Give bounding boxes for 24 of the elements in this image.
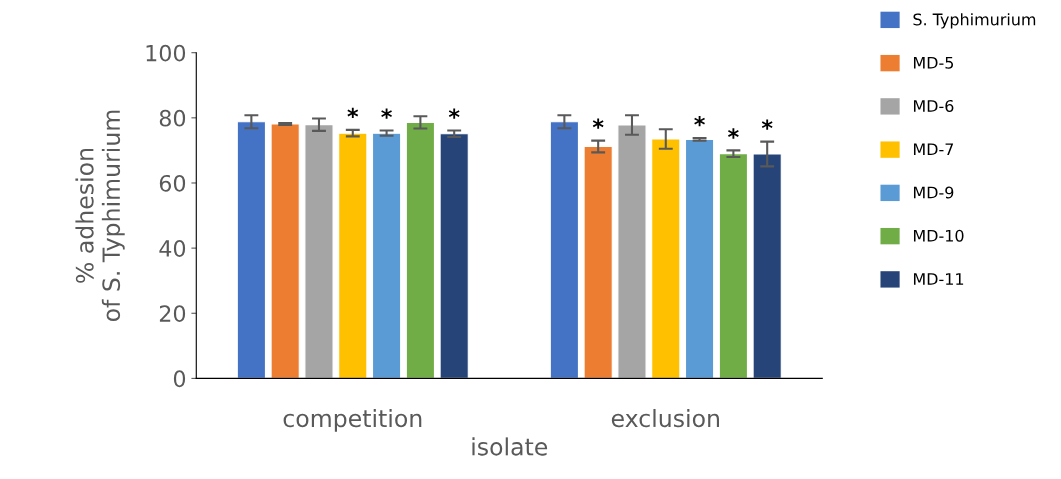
data-label: * xyxy=(448,108,460,119)
y-axis-title: % adhesion of S. Typhimurium xyxy=(75,110,125,322)
legend-label: MD-6 xyxy=(913,99,954,112)
y-tick-label: 60 xyxy=(159,174,186,192)
data-label: * xyxy=(728,128,739,139)
x-tick-label: competition xyxy=(283,408,422,432)
data-label: * xyxy=(592,118,604,129)
x-axis-title: isolate xyxy=(472,437,548,456)
data-label: * xyxy=(761,119,773,130)
x-tick-label: exclusion xyxy=(611,408,719,428)
y-tick-label: 100 xyxy=(146,44,186,62)
y-tick-label: 80 xyxy=(159,109,186,127)
legend-label: MD-10 xyxy=(913,229,964,242)
legend-label: S. Typhimurium xyxy=(913,13,1036,29)
legend-label: MD-5 xyxy=(913,56,954,69)
data-label: * xyxy=(381,108,392,119)
data-label: * xyxy=(347,107,359,119)
legend-label: MD-9 xyxy=(913,186,954,199)
y-tick-label: 40 xyxy=(159,240,186,257)
data-label: * xyxy=(694,115,705,127)
y-tick-label: 20 xyxy=(159,305,186,323)
legend-label: MD-11 xyxy=(913,273,964,285)
legend-label: MD-7 xyxy=(913,143,954,156)
y-tick-label: 0 xyxy=(173,370,186,388)
